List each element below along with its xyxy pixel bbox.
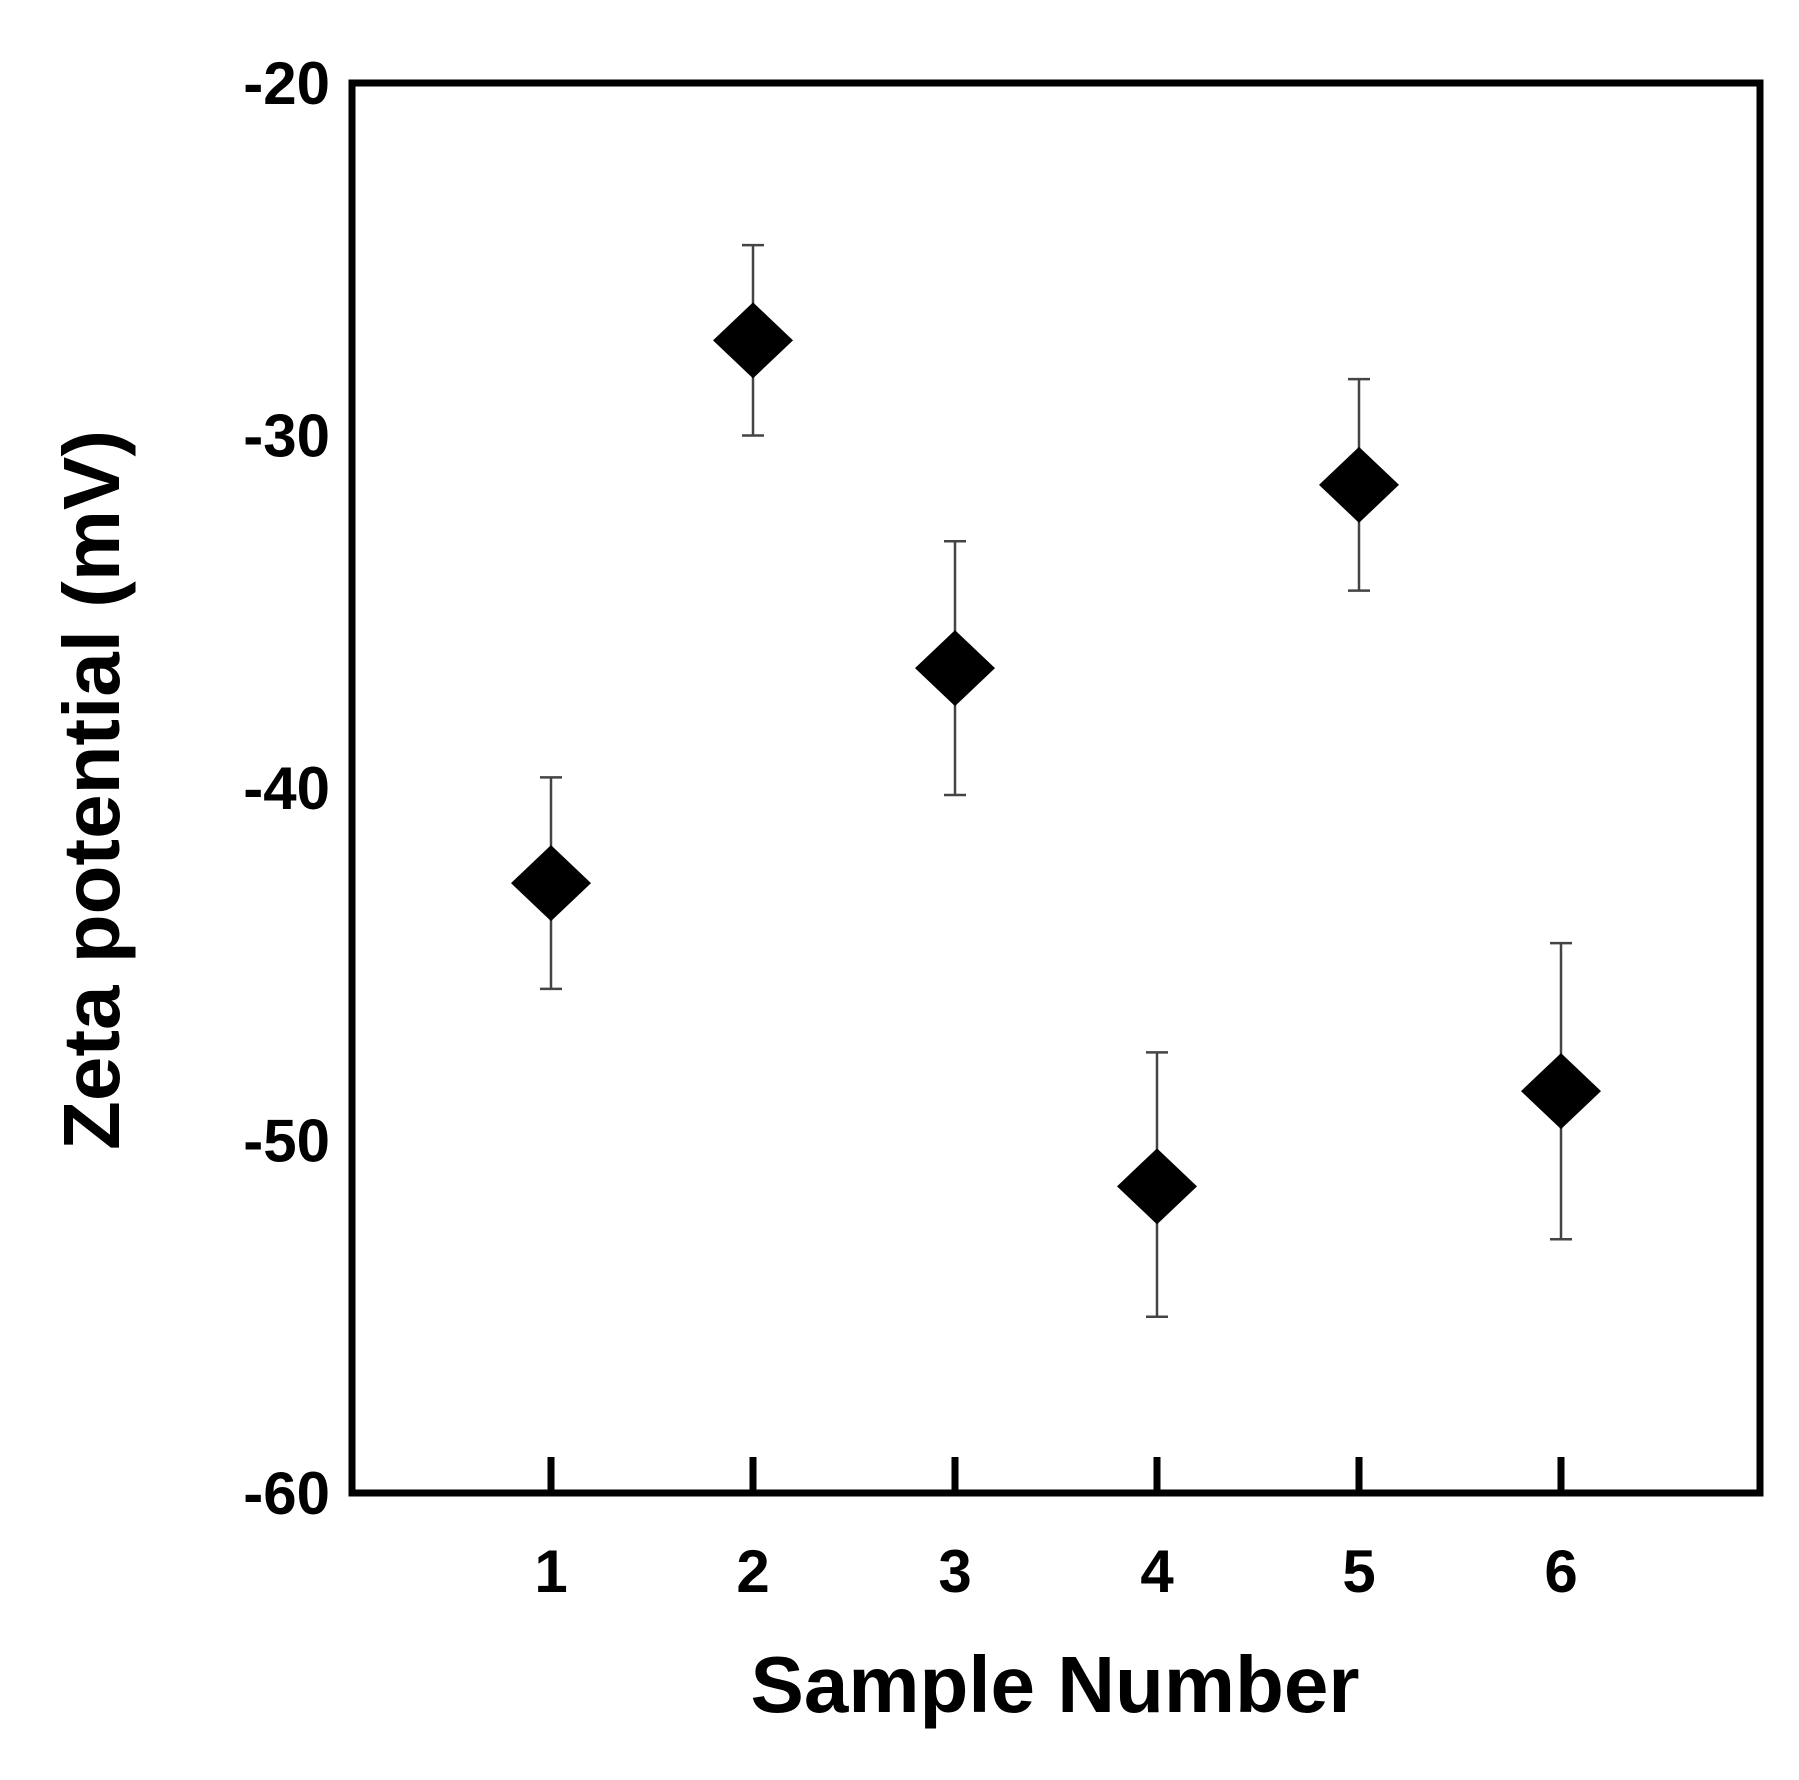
data-point (1521, 1053, 1601, 1130)
data-point (915, 630, 995, 707)
y-tick-label: -40 (243, 755, 330, 822)
x-tick-label: 4 (1140, 1538, 1174, 1605)
data-point (1319, 446, 1399, 523)
y-axis-title: Zeta potential (mV) (47, 430, 136, 1150)
data-point (1117, 1148, 1197, 1225)
x-tick-label: 2 (736, 1538, 769, 1605)
x-axis-title: Sample Number (750, 1640, 1359, 1729)
y-tick-labels: -20 -30 -40 -50 -60 (243, 50, 330, 1527)
y-tick-label: -60 (243, 1460, 330, 1527)
plot-frame (348, 79, 1764, 1497)
data-point (511, 845, 591, 922)
data-markers (511, 302, 1601, 1225)
y-tick-label: -50 (243, 1108, 330, 1175)
y-tick-label: -30 (243, 403, 330, 470)
x-ticks (547, 1457, 1565, 1493)
x-tick-label: 5 (1342, 1538, 1375, 1605)
y-tick-label: -20 (243, 50, 330, 117)
data-point (713, 302, 793, 379)
x-tick-label: 1 (534, 1538, 567, 1605)
x-tick-label: 3 (938, 1538, 971, 1605)
x-tick-label: 6 (1544, 1538, 1577, 1605)
x-tick-labels: 1 2 3 4 5 6 (534, 1538, 1577, 1605)
error-bars (540, 243, 1572, 1318)
